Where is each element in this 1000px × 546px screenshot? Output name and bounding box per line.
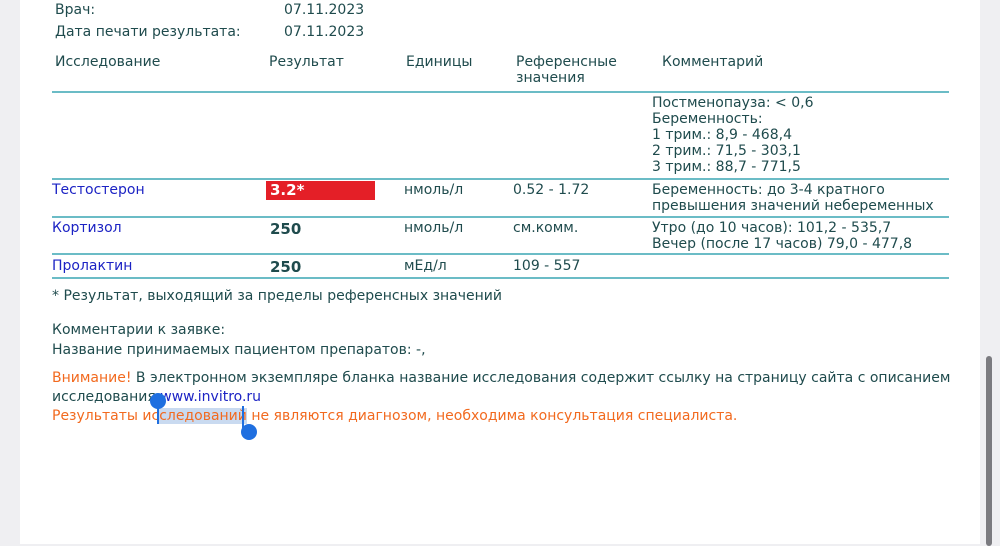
doctor-value: 07.11.2023: [284, 2, 365, 18]
row-comment: Утро (до 10 часов): 101,2 - 535,7 Вечер …: [652, 220, 912, 252]
disclaimer: Результаты исследований не являются диаг…: [52, 408, 737, 424]
comment-line: 3 трим.: 88,7 - 771,5: [652, 159, 801, 175]
medications: Название принимаемых пациентом препарато…: [52, 342, 426, 358]
print-date-label: Дата печати результата:: [55, 24, 241, 40]
column-header-reference: Референсные значения: [516, 54, 617, 86]
divider: [52, 178, 949, 180]
column-header-result: Результат: [269, 54, 344, 70]
units: нмоль/л: [404, 220, 464, 236]
doctor-label: Врач:: [55, 2, 96, 18]
warning-line-2: исследования www.invitro.ru: [52, 389, 261, 405]
warning-text-2: исследования: [52, 389, 161, 405]
column-header-units: Единицы: [406, 54, 473, 70]
selected-text[interactable]: следований: [159, 408, 247, 424]
comment-line: 2 трим.: 71,5 - 303,1: [652, 143, 801, 159]
warning-line: Внимание! В электронном экземпляре бланк…: [52, 370, 950, 386]
reference: 109 - 557: [513, 258, 581, 274]
test-link-prolactin[interactable]: Пролактин: [52, 258, 133, 274]
warning-text: В электронном экземпляре бланка название…: [131, 370, 951, 386]
reference: см.комм.: [513, 220, 579, 236]
print-date-value: 07.11.2023: [284, 24, 365, 40]
result-flagged: 3.2*: [266, 181, 375, 200]
comment-line: Постменопауза: < 0,6: [652, 95, 814, 111]
comment-line: превышения значений небеременных: [652, 198, 934, 214]
divider: [52, 253, 949, 255]
comment-line: Утро (до 10 часов): 101,2 - 535,7: [652, 220, 892, 236]
comment-line: 1 трим.: 8,9 - 468,4: [652, 127, 792, 143]
selection-end-caret[interactable]: [242, 406, 244, 428]
result: 250: [270, 258, 302, 276]
divider: [52, 216, 949, 218]
order-comments-label: Комментарии к заявке:: [52, 322, 226, 338]
warning-label: Внимание!: [52, 370, 132, 386]
row-comment: Беременность: до 3-4 кратного превышения…: [652, 182, 934, 214]
comment-line: Беременность:: [652, 111, 763, 127]
reference: 0.52 - 1.72: [513, 182, 590, 198]
test-link-testosterone[interactable]: Тестостерон: [52, 182, 145, 198]
comment-line: Беременность: до 3-4 кратного: [652, 182, 885, 198]
report-page: [20, 0, 980, 544]
disclaimer-text: Результаты ис: [52, 408, 160, 424]
units: нмоль/л: [404, 182, 464, 198]
comment-line: Вечер (после 17 часов) 79,0 - 477,8: [652, 236, 913, 252]
column-header-test: Исследование: [55, 54, 161, 70]
invitro-link[interactable]: www.invitro.ru: [160, 389, 262, 405]
selection-start-handle[interactable]: [150, 393, 166, 409]
selection-start-caret[interactable]: [157, 400, 159, 424]
selection-end-handle[interactable]: [241, 424, 257, 440]
footnote: * Результат, выходящий за пределы рефере…: [52, 288, 502, 304]
column-header-comment: Комментарий: [662, 54, 764, 70]
divider: [52, 277, 949, 279]
test-link-cortisol[interactable]: Кортизол: [52, 220, 122, 236]
scrollbar[interactable]: [986, 356, 992, 546]
units: мЕд/л: [404, 258, 447, 274]
divider: [52, 91, 949, 93]
result: 250: [270, 220, 302, 238]
pre-comment: Постменопауза: < 0,6 Беременность: 1 три…: [652, 95, 814, 175]
disclaimer-text: не являются диагнозом, необходима консул…: [246, 408, 738, 424]
